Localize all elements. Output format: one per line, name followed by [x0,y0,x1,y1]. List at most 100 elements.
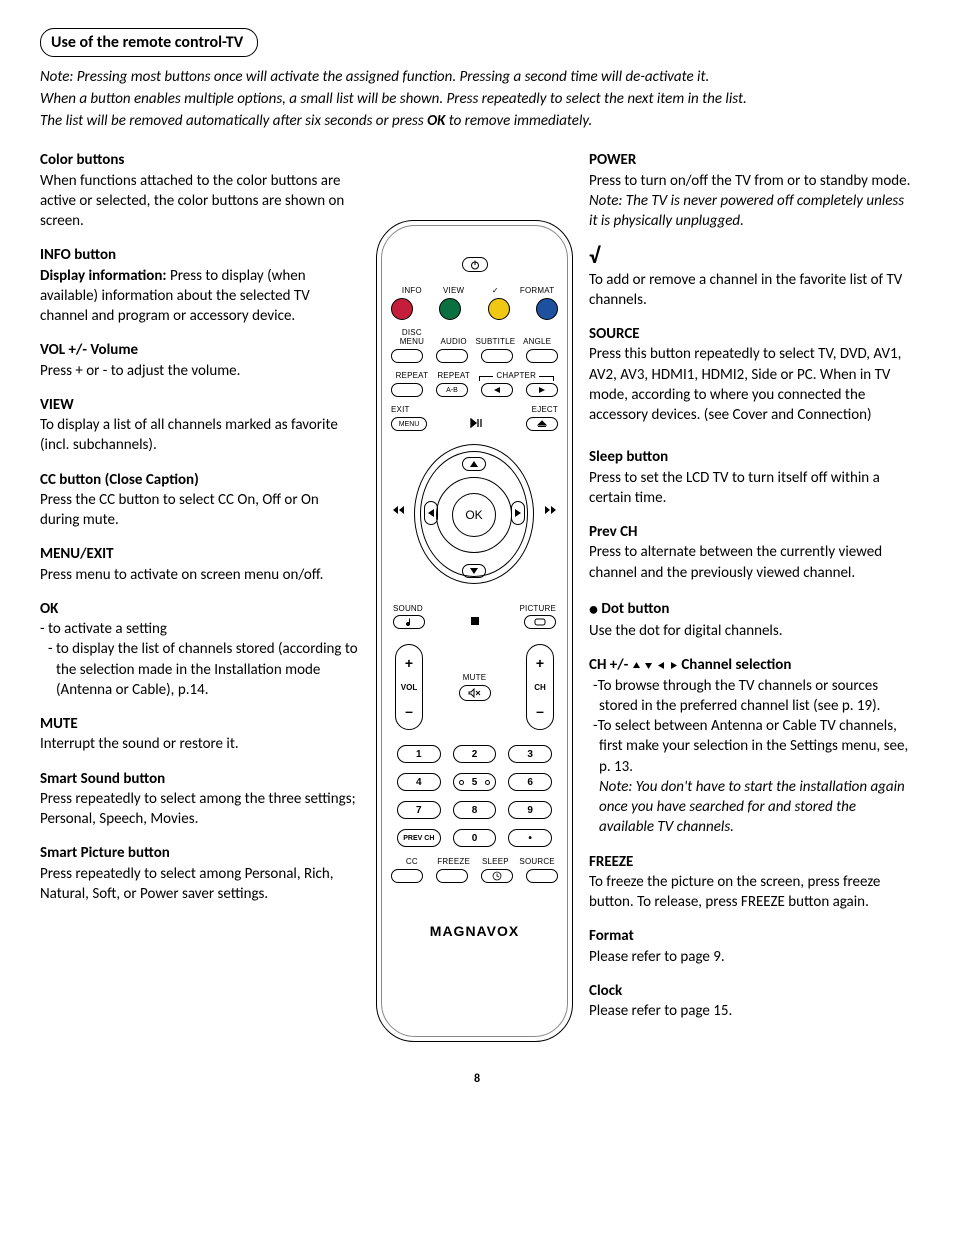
ok-li1: - to activate a setting [40,620,167,638]
rewind-icon [392,505,404,515]
sect-menu: MENU/EXIT Press menu to activate on scre… [40,544,360,585]
chsel-title-a: CH +/- [589,656,632,674]
vol-title: VOL +/- Volume [40,341,138,359]
mute-button[interactable] [459,685,491,701]
brand-logo: MAGNAVOX [391,923,558,939]
ch-minus: – [536,703,544,719]
cc-button[interactable] [391,869,423,883]
num-0[interactable]: 0 [453,829,497,847]
lbl-source: SOURCE [516,857,558,866]
sect-view: VIEW To display a list of all channels m… [40,395,360,456]
lbl-eject: EJECT [518,405,558,414]
repeat-button[interactable] [391,383,423,397]
vol-rocker[interactable]: + VOL – [395,644,423,730]
chsel-li2: -To select between Antenna or Cable TV c… [589,716,914,777]
ok-button[interactable]: OK [452,493,496,537]
chapter-prev-button[interactable] [481,383,513,397]
info-title: INFO button [40,246,116,264]
row1-labels: INFO VIEW ✓ FORMAT [391,286,558,295]
format-body: Please refer to page 9. [589,948,725,966]
smartsound-title: Smart Sound button [40,770,165,788]
check-symbol: √ [589,242,600,269]
mute-title: MUTE [40,715,78,733]
right-arrow-icon [515,509,521,517]
dot-button[interactable]: • [508,829,552,847]
dpad-left-button[interactable] [424,501,438,525]
eject-button[interactable] [526,417,558,431]
num-8[interactable]: 8 [453,801,497,819]
lbl-subtitle: SUBTITLE [475,337,517,346]
discmenu-button[interactable] [391,349,423,363]
freeze-button[interactable] [436,869,468,883]
power-button[interactable] [462,257,488,272]
num-2[interactable]: 2 [453,745,497,763]
stop-button[interactable] [471,617,479,628]
mute-icon [468,688,482,698]
right-arrow-icon [669,661,678,670]
view-title: VIEW [40,396,74,414]
ab-button[interactable]: A-B [436,383,468,397]
lbl-discmenu: DISC MENU [391,328,433,346]
ok-title: OK [40,600,58,618]
dpad-up-button[interactable] [462,457,486,471]
angle-button[interactable] [526,349,558,363]
middle-column: INFO VIEW ✓ FORMAT DISC MENU AUDIO SUBTI… [372,150,577,1042]
left-column: Color buttons When functions attached to… [40,150,360,1042]
ch-rocker[interactable]: + CH – [526,644,554,730]
format-title: Format [589,927,634,945]
vol-minus: – [405,703,413,719]
dot-title: Dot button [601,600,669,618]
audio-button[interactable] [436,349,468,363]
picture-button[interactable] [524,615,556,629]
lbl-chapter: CHAPTER [475,371,559,380]
vol-plus: + [405,655,413,671]
num-1[interactable]: 1 [397,745,441,763]
num-5[interactable]: 5 [453,773,497,791]
sleep-body: Press to set the LCD TV to turn itself o… [589,469,880,507]
source-button[interactable] [526,869,558,883]
freeze-body: To freeze the picture on the screen, pre… [589,873,880,911]
sect-power: POWER Press to turn on/off the TV from o… [589,150,914,231]
sound-button[interactable] [393,615,425,629]
chsel-note: Note: You don't have to start the instal… [589,777,914,838]
mute-body: Interrupt the sound or restore it. [40,735,239,753]
prevch-body: Press to alternate between the currently… [589,543,882,581]
play-pause-button[interactable] [470,418,484,430]
num-4[interactable]: 4 [397,773,441,791]
source-title: SOURCE [589,325,640,343]
subtitle-button[interactable] [481,349,513,363]
num-3[interactable]: 3 [508,745,552,763]
menu-button[interactable]: MENU [391,417,427,431]
lbl-view: VIEW [433,286,475,295]
vol-rocker-wrap: + VOL – [395,644,423,730]
dpad-right-button[interactable] [511,501,525,525]
prevch-title: Prev CH [589,523,638,541]
lbl-sleep: SLEEP [475,857,517,866]
blue-button[interactable] [536,298,558,320]
dpad-down-button[interactable] [462,564,486,578]
cc-title: CC button (Close Caption) [40,471,199,489]
exit-eject-labels: EXIT EJECT [391,405,558,414]
sound-pic-buttons [391,615,558,629]
fastfwd-button[interactable] [545,505,557,518]
color-buttons-title: Color buttons [40,151,124,169]
prevch-button[interactable]: PREV CH [397,829,441,847]
dpad: OK [392,437,557,592]
intro-line2: When a button enables multiple options, … [40,90,747,108]
chapter-next-button[interactable] [526,383,558,397]
sleep-button[interactable] [481,869,513,883]
left-arrow-icon [428,509,434,517]
power-note: Note: The TV is never powered off comple… [589,192,904,230]
num-9[interactable]: 9 [508,801,552,819]
red-button[interactable] [391,298,413,320]
columns: Color buttons When functions attached to… [40,150,914,1042]
skip-next-icon [537,386,547,394]
green-button[interactable] [439,298,461,320]
sect-smartsound: Smart Sound button Press repeatedly to s… [40,769,360,830]
num-6[interactable]: 6 [508,773,552,791]
rewind-button[interactable] [392,505,404,518]
ch-rocker-wrap: + CH – [526,644,554,730]
num-7[interactable]: 7 [397,801,441,819]
yellow-button[interactable] [488,298,510,320]
row3-buttons: A-B [391,383,558,397]
